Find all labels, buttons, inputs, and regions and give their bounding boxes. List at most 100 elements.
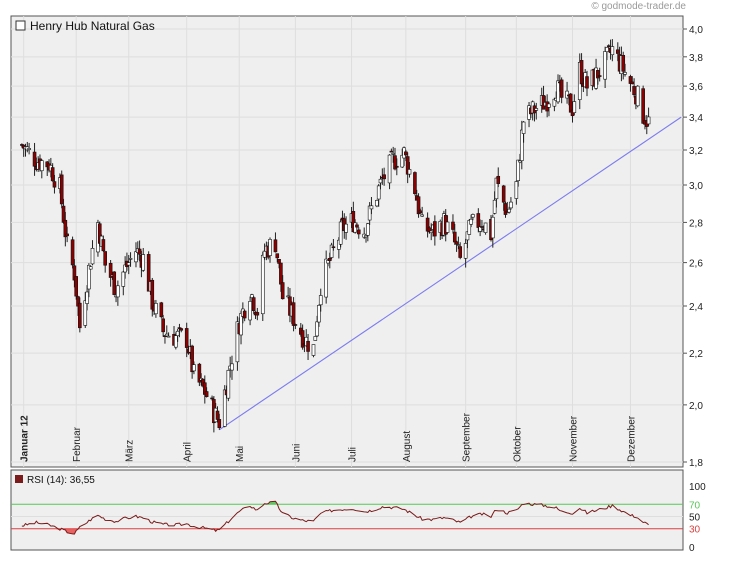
- candle: [83, 292, 88, 329]
- candle-body: [387, 154, 392, 184]
- candle-body: [150, 279, 155, 310]
- candle: [197, 362, 202, 387]
- candle: [420, 206, 424, 217]
- candle-body: [313, 336, 318, 341]
- candle-body: [465, 231, 470, 241]
- candle-body: [503, 203, 508, 215]
- candle: [382, 167, 386, 186]
- candle-body: [329, 244, 334, 258]
- candle: [572, 94, 577, 116]
- candle-body: [597, 75, 602, 77]
- candle: [311, 344, 316, 358]
- candle: [465, 231, 470, 249]
- candle-body: [65, 233, 69, 237]
- candle-body: [174, 335, 178, 348]
- candle: [146, 251, 151, 292]
- candle-body: [585, 76, 589, 89]
- candle-body: [101, 239, 106, 252]
- candle-body: [516, 159, 520, 181]
- candle-body: [164, 333, 169, 337]
- candle-body: [480, 226, 484, 228]
- candle-body: [418, 210, 423, 214]
- price-grid: [11, 16, 683, 550]
- candle-body: [141, 254, 146, 271]
- candle: [50, 163, 55, 182]
- candle-body: [603, 51, 607, 80]
- candle: [376, 184, 381, 207]
- candle: [291, 297, 296, 332]
- candle-body: [632, 86, 636, 96]
- candle-body: [610, 46, 615, 56]
- candle-body: [476, 213, 481, 228]
- candle: [293, 323, 298, 330]
- candle: [491, 214, 495, 248]
- candle-body: [273, 239, 278, 253]
- candle: [632, 78, 636, 98]
- month-labels: Januar 12 Februar März April Mai Juni Juli Augu…: [20, 412, 638, 462]
- candle: [65, 226, 69, 243]
- candle: [128, 252, 133, 267]
- candle: [78, 297, 82, 333]
- candle: [407, 162, 412, 178]
- candle-body: [572, 101, 577, 113]
- month-label: September: [462, 412, 473, 462]
- candle: [179, 327, 184, 333]
- candle-body: [463, 243, 468, 259]
- candle: [471, 213, 475, 221]
- candle-body: [317, 305, 321, 323]
- candle: [166, 332, 171, 338]
- candle: [329, 242, 334, 260]
- candle-body: [242, 310, 247, 319]
- candle: [279, 262, 283, 292]
- candle: [235, 316, 240, 371]
- candle-body: [217, 419, 222, 428]
- candle: [338, 218, 343, 248]
- candle-body: [248, 301, 252, 321]
- candle-body: [425, 217, 430, 232]
- candle-body: [128, 258, 133, 260]
- candle: [87, 263, 91, 298]
- candle: [248, 296, 252, 326]
- candle: [275, 253, 280, 263]
- candle: [226, 369, 231, 402]
- candle-body: [32, 151, 37, 167]
- candle: [251, 296, 256, 314]
- candle: [501, 184, 506, 211]
- rsi-tick-label: 70: [689, 500, 701, 511]
- candle: [268, 237, 272, 263]
- rsi-layer: [21, 500, 649, 535]
- candle: [204, 387, 209, 398]
- candle-body: [27, 148, 31, 150]
- candle-body: [454, 241, 459, 245]
- candle-body: [467, 220, 472, 235]
- candle: [565, 81, 569, 104]
- candle-body: [327, 258, 332, 262]
- month-label: März: [125, 440, 136, 462]
- candle: [116, 280, 120, 306]
- candle: [315, 315, 319, 338]
- price-tick-label: 2,8: [689, 218, 703, 229]
- candle-body: [568, 93, 573, 113]
- candle-body: [154, 302, 158, 315]
- candle-body: [534, 108, 539, 111]
- candle: [610, 39, 615, 62]
- candle-body: [413, 172, 417, 195]
- candle-body: [72, 265, 77, 281]
- month-label: Oktober: [512, 426, 523, 462]
- candle-body: [262, 250, 267, 258]
- credit-text: © godmode-trader.de: [591, 1, 686, 12]
- candle: [356, 227, 361, 239]
- candle: [568, 92, 573, 113]
- rsi-legend-label: RSI (14): 36,55: [27, 475, 95, 486]
- candle-body: [315, 321, 319, 337]
- candle: [387, 154, 392, 190]
- candle: [97, 221, 102, 247]
- candle-body: [429, 230, 434, 233]
- candle-body: [260, 254, 265, 315]
- candle-body: [623, 72, 627, 75]
- candle: [458, 242, 463, 260]
- month-label: Februar: [72, 426, 83, 462]
- candle-body: [192, 364, 196, 372]
- candle-layer: [20, 39, 651, 433]
- candle: [230, 355, 234, 380]
